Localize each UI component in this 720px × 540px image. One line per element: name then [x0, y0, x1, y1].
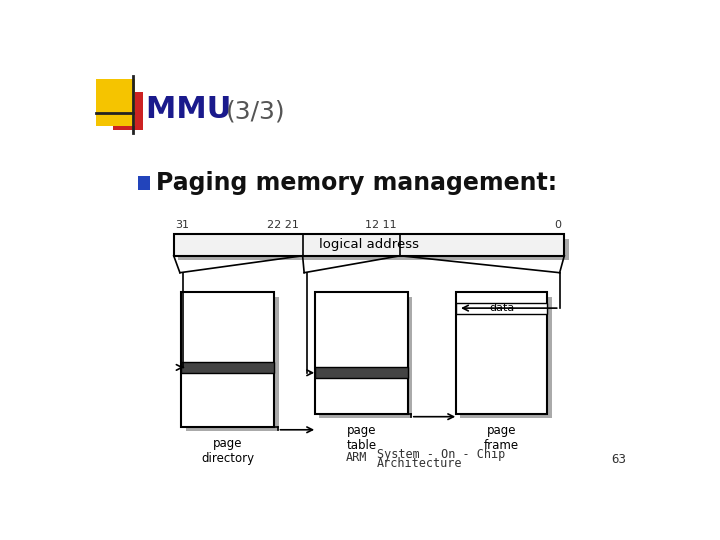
Text: data: data: [489, 303, 514, 313]
Text: page
table: page table: [346, 424, 377, 453]
Bar: [461, 296, 552, 418]
Bar: [181, 362, 274, 373]
Text: (3/3): (3/3): [225, 99, 285, 123]
Text: page
directory: page directory: [202, 437, 254, 465]
Bar: [315, 292, 408, 414]
Bar: [174, 234, 564, 256]
Text: Architecture: Architecture: [377, 457, 462, 470]
Bar: [113, 92, 143, 130]
Text: 22 21: 22 21: [267, 220, 299, 231]
Text: 0: 0: [554, 220, 561, 231]
Bar: [456, 292, 547, 414]
Bar: [181, 292, 274, 427]
Bar: [186, 296, 279, 431]
Text: MMU: MMU: [145, 95, 242, 124]
Text: 12 11: 12 11: [365, 220, 397, 231]
Bar: [96, 79, 135, 126]
Text: 63: 63: [611, 453, 626, 465]
Text: 31: 31: [175, 220, 189, 231]
Bar: [138, 177, 150, 190]
Bar: [179, 239, 569, 260]
Bar: [456, 303, 547, 314]
Bar: [320, 296, 413, 418]
Text: Paging memory management:: Paging memory management:: [156, 171, 557, 195]
Bar: [315, 367, 408, 378]
Text: logical address: logical address: [319, 239, 419, 252]
Text: page
frame: page frame: [484, 424, 519, 453]
Text: System - On - Chip: System - On - Chip: [377, 448, 505, 461]
Text: ARM: ARM: [346, 451, 367, 464]
